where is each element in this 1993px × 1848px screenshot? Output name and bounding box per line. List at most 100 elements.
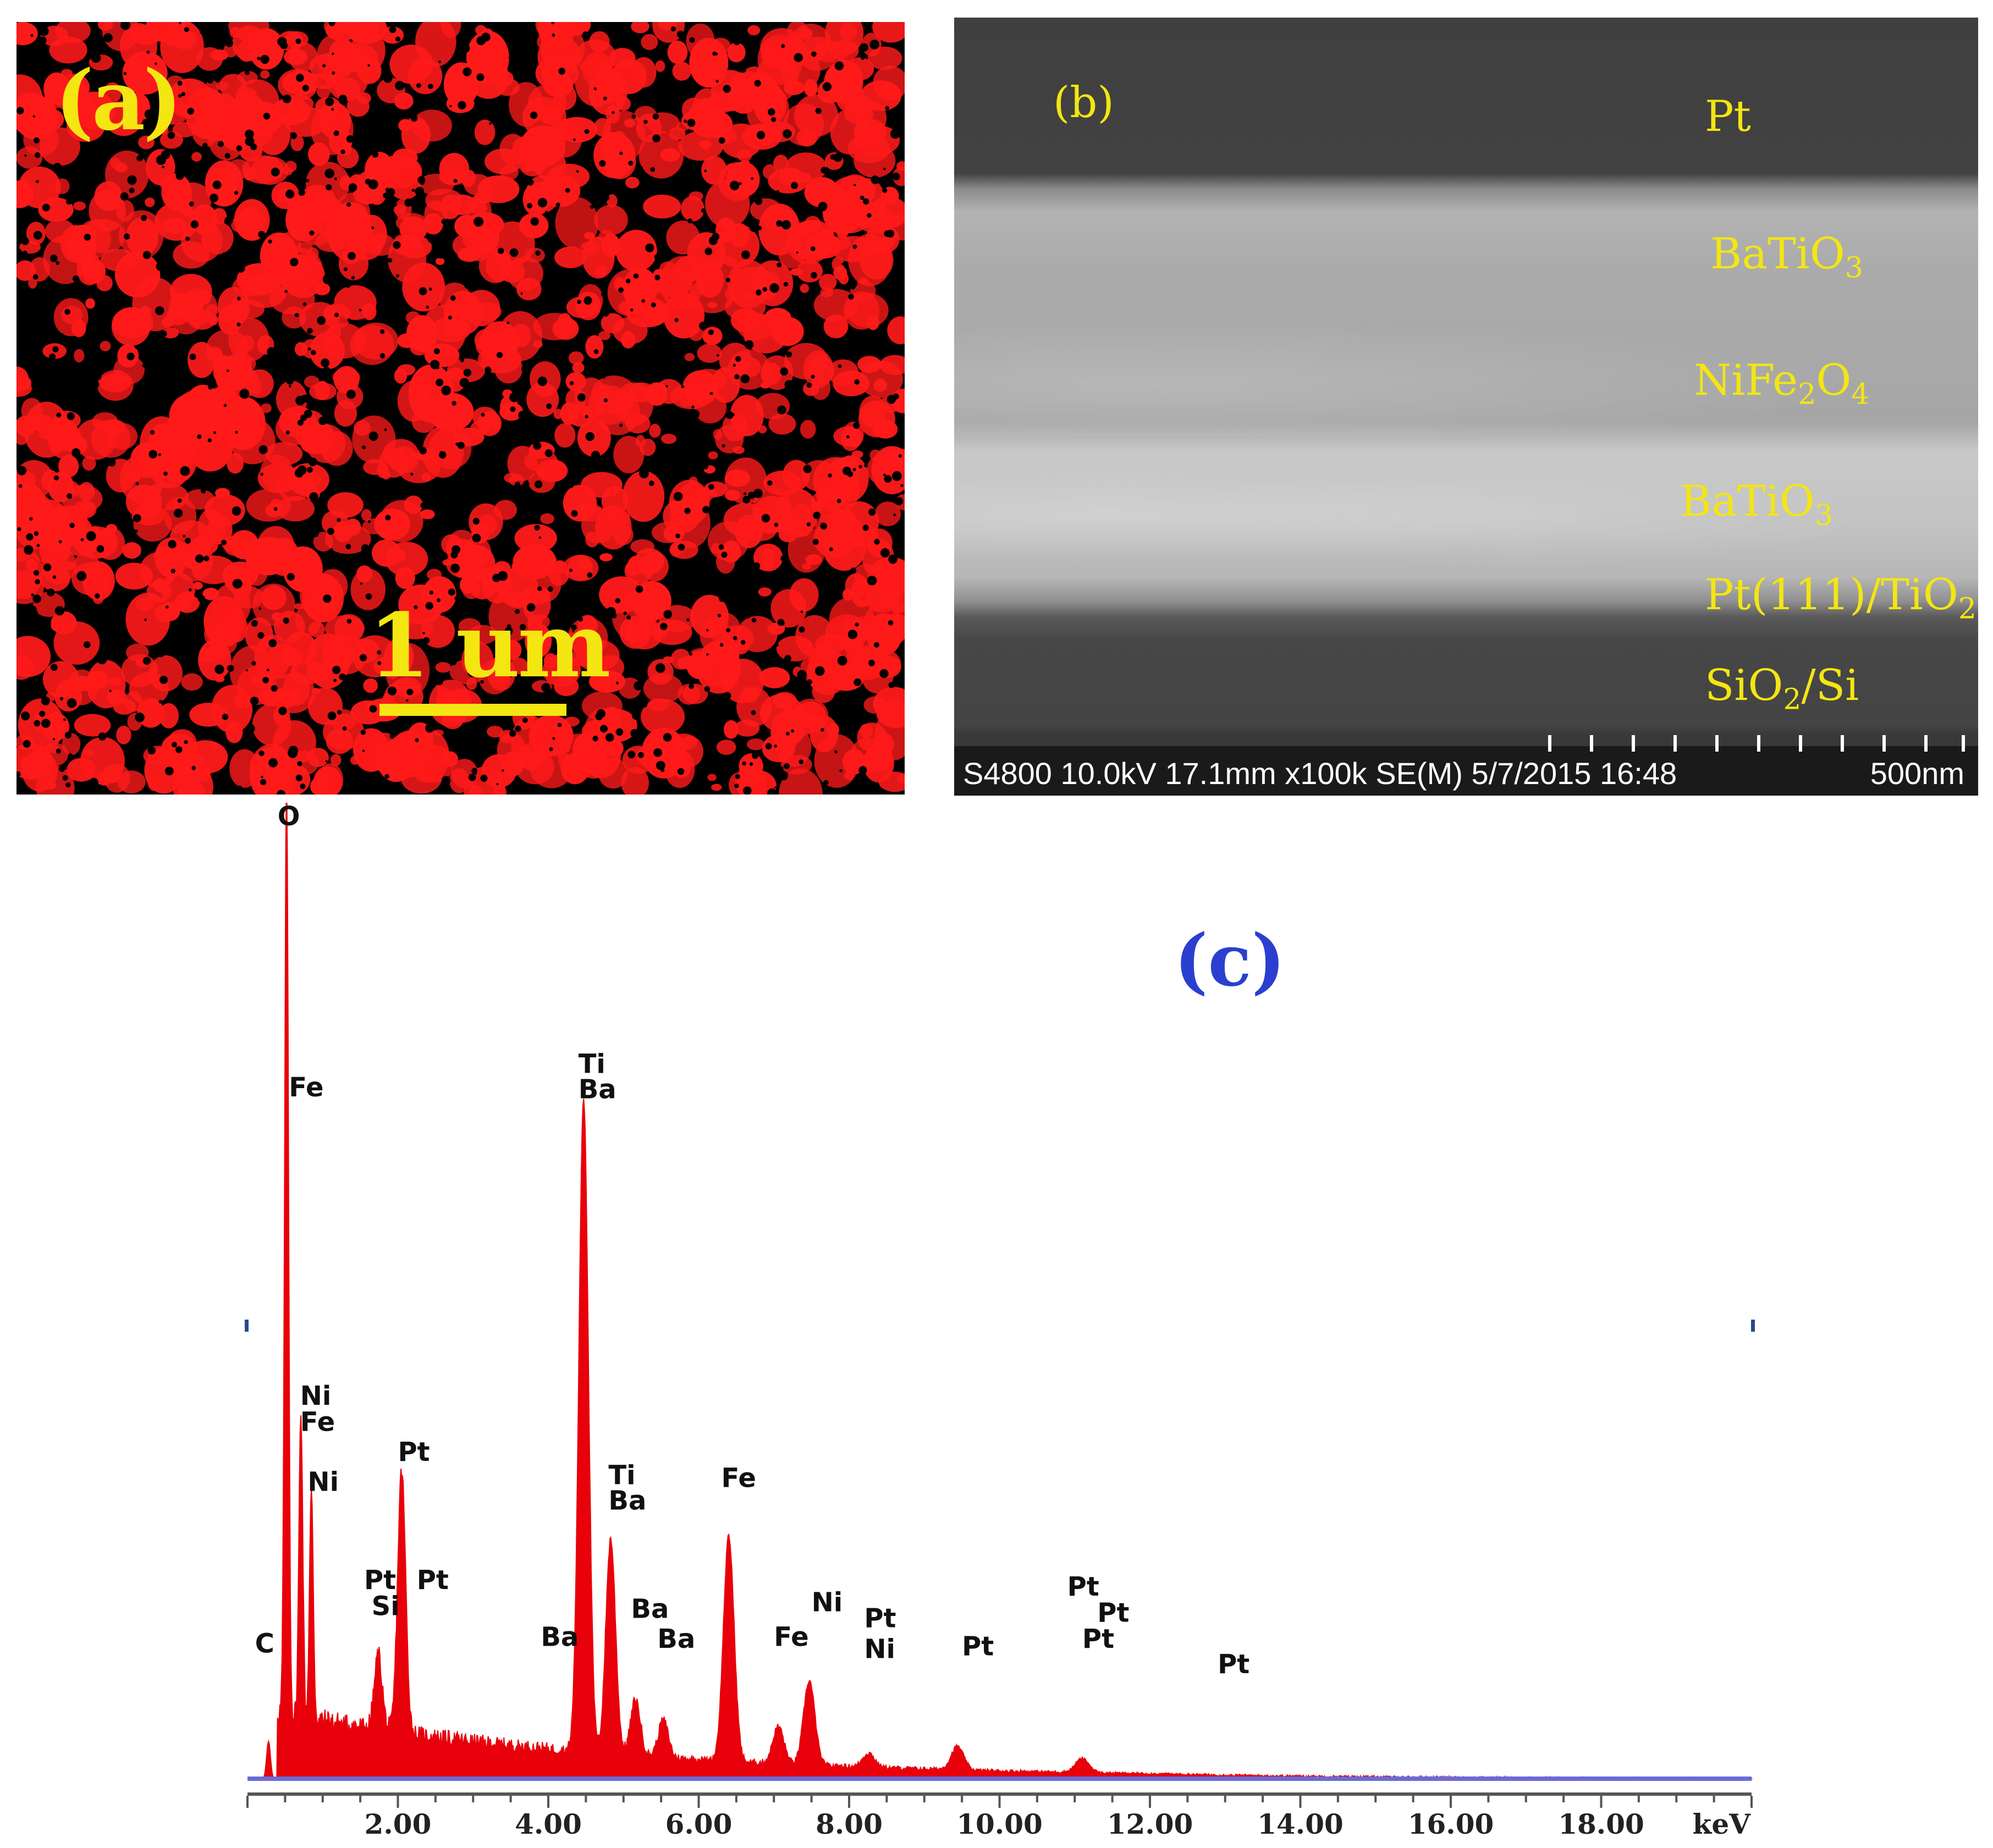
eds-frame-marker xyxy=(1751,1320,1755,1332)
panel-c-eds-spectrum: (c) 2.00 4.00 6.00 8.00 10.00 12.00 14.00 16.00… xyxy=(0,803,1993,1848)
eds-x-tick-mark xyxy=(773,1796,775,1802)
eds-x-tick-mark xyxy=(1487,1796,1490,1802)
eds-x-tick-mark xyxy=(1412,1796,1414,1802)
eds-x-tick-mark xyxy=(1224,1796,1226,1802)
eds-x-tick-mark xyxy=(1262,1796,1264,1802)
sem-scale-ticks xyxy=(1548,735,1965,752)
eds-peak-label: Ba xyxy=(608,1485,646,1516)
eds-x-tick-mark xyxy=(998,1796,1001,1808)
eds-x-tick-label: 8.00 xyxy=(816,1808,883,1840)
eds-x-tick-mark xyxy=(1713,1796,1715,1802)
eds-x-tick-mark xyxy=(923,1796,926,1802)
layer-label-pt111-tio2: Pt(111)/TiO2 xyxy=(1705,570,1977,626)
layer-label-nife2o4: NiFe2O4 xyxy=(1694,356,1870,411)
eds-x-tick-mark xyxy=(1149,1796,1151,1808)
eds-x-axis xyxy=(247,1792,1752,1796)
panel-b-sem-cross-section: (b) Pt BaTiO3 NiFe2O4 BaTiO3 Pt(111)/TiO… xyxy=(954,18,1978,796)
eds-peak-label: Ba xyxy=(541,1622,579,1653)
eds-x-tick-mark xyxy=(397,1796,399,1808)
eds-x-tick-mark xyxy=(1374,1796,1377,1802)
sem-scale-label: 500nm xyxy=(1870,756,1964,791)
eds-x-tick-mark xyxy=(1675,1796,1678,1802)
eds-spectrum-chart: 2.00 4.00 6.00 8.00 10.00 12.00 14.00 16.00 18.0… xyxy=(245,803,1755,1840)
panel-c-label: (c) xyxy=(1174,918,1286,1002)
eds-peak-label: Fe xyxy=(289,1072,323,1103)
eds-x-tick-mark xyxy=(1299,1796,1302,1808)
eds-x-tick-label: 6.00 xyxy=(665,1808,733,1840)
eds-peak-label: Ni xyxy=(864,1634,895,1665)
eds-x-tick-label: 16.00 xyxy=(1408,1808,1494,1840)
eds-peak-label: Ni xyxy=(300,1381,332,1411)
eds-x-tick-mark xyxy=(1450,1796,1452,1808)
eds-peak-label: O xyxy=(278,803,300,832)
eds-x-tick-mark xyxy=(1336,1796,1339,1802)
eds-peak-label: Ba xyxy=(631,1594,669,1625)
eds-x-tick-label: 4.00 xyxy=(515,1808,582,1840)
eds-x-tick-mark xyxy=(697,1796,700,1808)
layer-label-sio2-si: SiO2/Si xyxy=(1705,661,1859,716)
layer-label-pt: Pt xyxy=(1705,92,1751,141)
eds-x-tick-mark xyxy=(1111,1796,1114,1802)
eds-peak-label: Pt xyxy=(1082,1624,1114,1654)
eds-peak-label: Pt xyxy=(364,1565,396,1596)
eds-peak-label: Si xyxy=(372,1591,400,1622)
eds-peak-label: Pt xyxy=(1067,1571,1099,1602)
eds-peak-label: Ba xyxy=(579,1074,616,1105)
eds-x-tick-mark xyxy=(1186,1796,1189,1802)
eds-peak-label: Ni xyxy=(307,1466,339,1497)
eds-x-tick-label: 14.00 xyxy=(1257,1808,1344,1840)
eds-x-tick-mark xyxy=(1562,1796,1565,1802)
eds-x-tick-mark xyxy=(321,1796,324,1802)
eds-peak-label: Pt xyxy=(1218,1649,1249,1680)
sem-ni-layer-texture xyxy=(954,309,1978,435)
eds-x-tick-label: 18.00 xyxy=(1558,1808,1644,1840)
eds-peak-label: Fe xyxy=(774,1622,808,1653)
sem-bt-layer-texture xyxy=(954,435,1978,595)
eds-peak-label: Ni xyxy=(812,1587,843,1618)
eds-x-tick-mark xyxy=(509,1796,512,1802)
eds-peak-label: Ti xyxy=(579,1049,605,1080)
eds-x-tick-mark xyxy=(885,1796,888,1802)
eds-spectrum-trace xyxy=(247,803,1753,1780)
eds-peak-label: C xyxy=(255,1629,274,1659)
eds-peak-label: Ba xyxy=(657,1624,695,1654)
eds-x-tick-mark xyxy=(1073,1796,1076,1802)
eds-x-tick-mark xyxy=(848,1796,850,1808)
eds-x-tick-mark xyxy=(472,1796,475,1802)
layer-label-batio3-bottom: BaTiO3 xyxy=(1680,477,1833,532)
eds-x-tick-label: 2.00 xyxy=(365,1808,432,1840)
eds-peak-label: Pt xyxy=(962,1631,994,1662)
eds-x-tick-mark xyxy=(585,1796,587,1802)
eds-x-tick-label: 10.00 xyxy=(956,1808,1043,1840)
eds-x-tick-label: 12.00 xyxy=(1107,1808,1193,1840)
eds-peak-label: Fe xyxy=(722,1463,756,1494)
eds-x-tick-mark xyxy=(1637,1796,1640,1802)
eds-x-tick-mark xyxy=(284,1796,287,1802)
panel-b-label: (b) xyxy=(1053,78,1114,128)
eds-x-tick-mark xyxy=(359,1796,362,1802)
eds-peak-label: Pt xyxy=(1097,1597,1129,1628)
eds-peak-label: Pt xyxy=(417,1565,449,1596)
eds-x-tick-mark xyxy=(434,1796,437,1802)
eds-peak-label: Pt xyxy=(864,1603,896,1634)
eds-peak-label: Fe xyxy=(300,1407,335,1438)
eds-x-tick-mark xyxy=(961,1796,964,1802)
eds-x-tick-mark xyxy=(547,1796,549,1808)
eds-x-tick-mark xyxy=(622,1796,625,1802)
eds-peak-label: Pt xyxy=(398,1437,430,1468)
eds-x-tick-mark xyxy=(246,1796,249,1808)
panel-a-scale-bar xyxy=(379,704,566,716)
elemental-map-image xyxy=(16,22,905,795)
sem-info-text: S4800 10.0kV 17.1mm x100k SE(M) 5/7/2015… xyxy=(963,756,1677,791)
eds-x-tick-mark xyxy=(1036,1796,1038,1802)
eds-peak-label: Ti xyxy=(608,1460,635,1491)
eds-baseline xyxy=(247,1777,1752,1781)
eds-x-axis-label: keV xyxy=(1693,1808,1751,1840)
panel-a-elemental-map: (a) 1 um xyxy=(16,22,905,795)
panel-a-label: (a) xyxy=(55,52,182,149)
eds-x-tick-mark xyxy=(735,1796,737,1802)
eds-x-tick-mark xyxy=(810,1796,813,1802)
eds-x-tick-mark xyxy=(1524,1796,1527,1802)
eds-x-tick-mark xyxy=(1600,1796,1603,1808)
panel-a-scale-label: 1 um xyxy=(368,594,611,697)
